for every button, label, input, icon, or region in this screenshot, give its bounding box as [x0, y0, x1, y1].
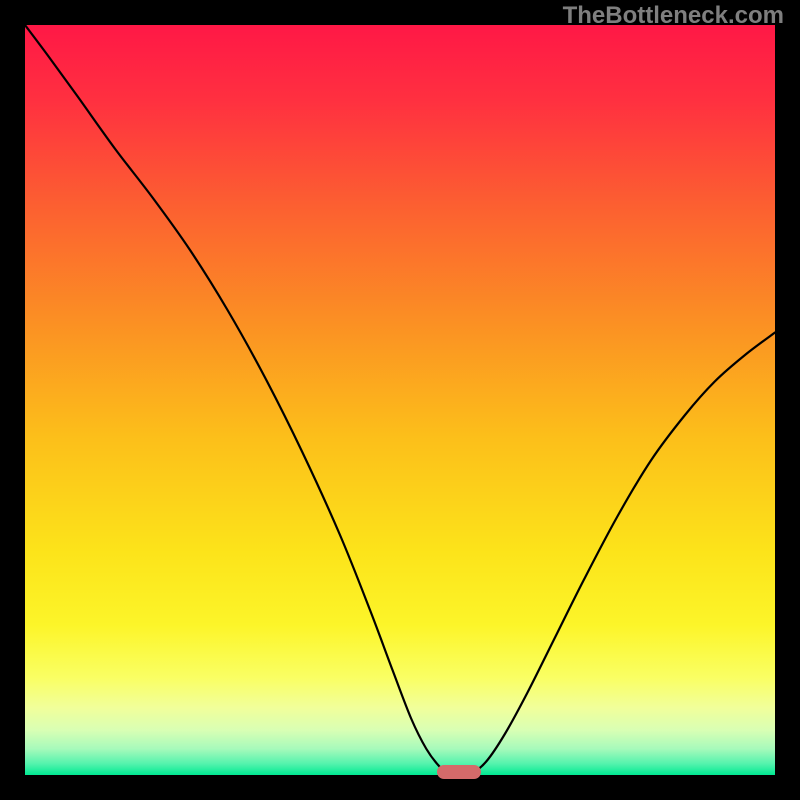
optimal-zone-marker — [437, 765, 481, 779]
bottleneck-chart — [25, 25, 775, 775]
watermark-text: TheBottleneck.com — [563, 2, 784, 30]
chart-background-gradient — [25, 25, 775, 775]
